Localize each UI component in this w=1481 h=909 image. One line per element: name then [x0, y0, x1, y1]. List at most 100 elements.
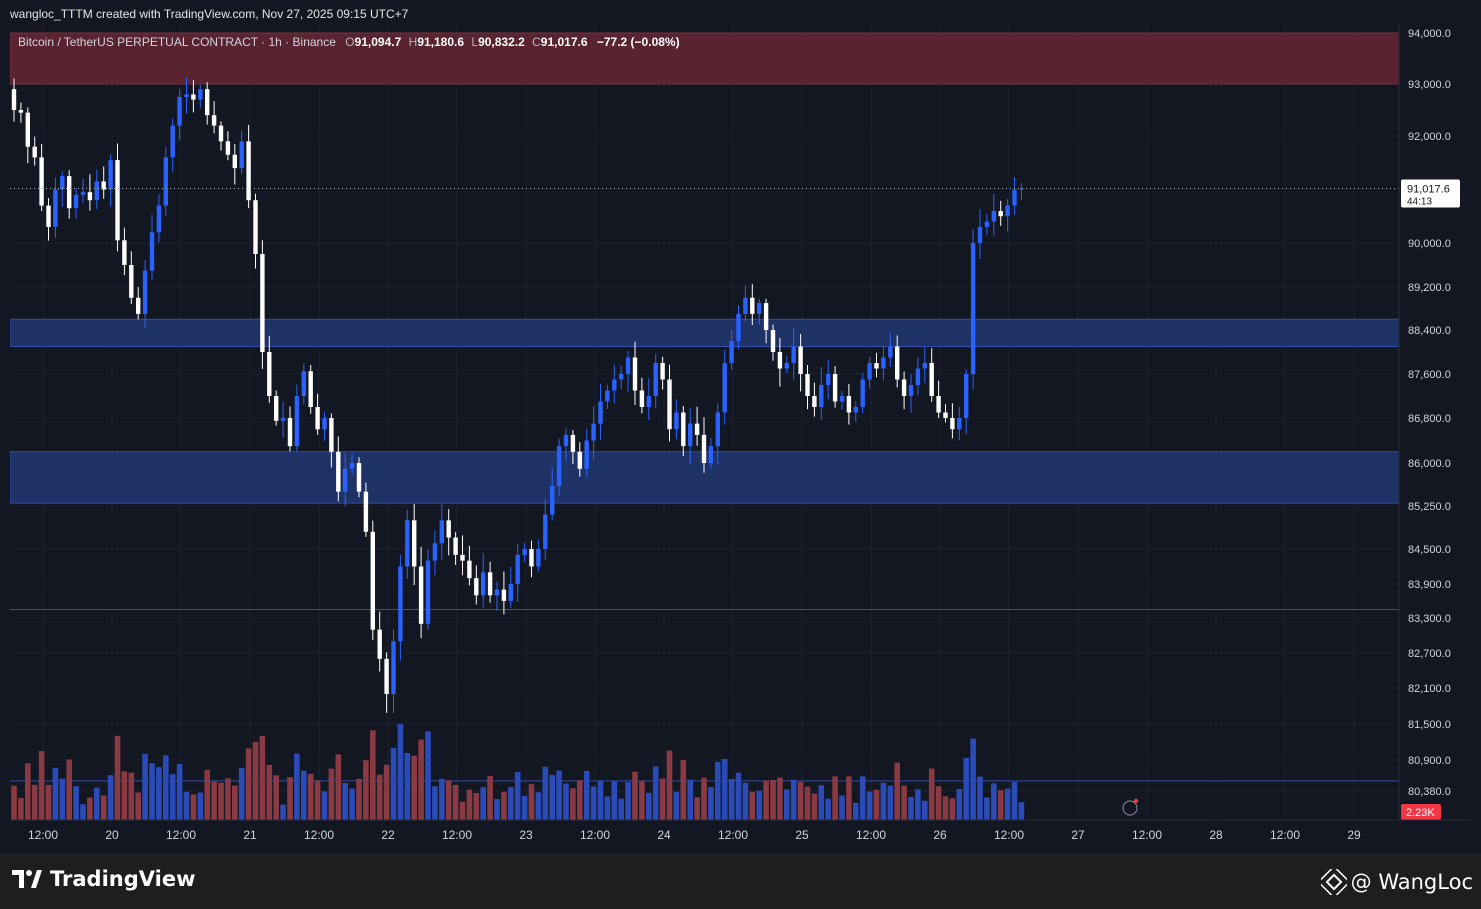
candle-body: [80, 192, 86, 195]
candle-body: [950, 418, 955, 430]
candle-body: [536, 549, 541, 567]
candle-body: [322, 418, 327, 430]
candle-body: [287, 418, 293, 447]
volume-bar: [563, 783, 569, 820]
volume-bar: [59, 778, 66, 820]
volume-bar: [901, 785, 907, 820]
candle-body: [701, 434, 707, 463]
candle-body: [763, 303, 769, 330]
volume-bar: [349, 788, 355, 820]
volume-bar: [942, 796, 949, 820]
volume-bar: [597, 780, 604, 820]
candle-body: [425, 560, 431, 624]
legend-high: 91,180.6: [417, 35, 465, 49]
legend-open: 91,094.7: [354, 35, 402, 49]
lightning-icon: [1122, 800, 1138, 816]
candle-body: [619, 374, 624, 380]
volume-bar: [52, 767, 59, 820]
volume-bar: [1018, 802, 1025, 820]
candle-body: [218, 125, 224, 142]
tradingview-logo-icon: [12, 870, 42, 888]
volume-bar: [853, 802, 859, 820]
volume-bar: [307, 773, 314, 820]
volume-bar: [549, 774, 555, 820]
price-tick-label: 94,000.0: [1408, 28, 1451, 40]
candle-body: [577, 451, 582, 469]
volume-bar: [66, 759, 72, 820]
volume-bar: [418, 739, 424, 820]
volume-bar: [404, 752, 411, 820]
volume-bar: [963, 757, 969, 820]
volume-bar: [25, 763, 31, 820]
candle-body: [94, 181, 99, 201]
volume-bar: [818, 785, 825, 820]
price-tick-label: 86,800.0: [1408, 413, 1451, 425]
candle-body: [446, 520, 451, 538]
candle-body: [674, 412, 679, 430]
candle-body: [688, 423, 693, 447]
price-tick-label: 80,380.0: [1408, 786, 1451, 798]
candle-body: [39, 157, 44, 206]
volume-bar: [376, 774, 383, 820]
candle-body: [177, 97, 182, 126]
candle-body: [826, 374, 831, 385]
candle-body: [529, 549, 534, 567]
candle-body: [964, 374, 969, 418]
candle-body: [881, 357, 886, 369]
volume-bar: [977, 776, 983, 820]
volume-bar: [590, 786, 597, 820]
price-tick-label: 80,900.0: [1408, 755, 1451, 767]
volume-bar: [570, 788, 576, 820]
volume-bar: [846, 776, 852, 820]
volume-bar: [611, 781, 618, 820]
volume-bar: [625, 782, 631, 820]
candle-body: [729, 341, 734, 363]
volume-bar: [445, 780, 452, 820]
price-tick-label: 85,250.0: [1408, 501, 1451, 513]
price-chart[interactable]: 94,000.0 93,000.0 92,000.0 90,000.0 89,200.0…: [10, 25, 1471, 850]
candle-body: [798, 346, 803, 374]
tradingview-logo[interactable]: TradingView: [12, 867, 195, 891]
candle-body: [356, 463, 362, 492]
volume-bar: [287, 777, 293, 820]
candle-body: [418, 566, 424, 624]
candle-body: [260, 254, 265, 352]
volume-bar: [887, 785, 894, 820]
volume-bar: [832, 776, 838, 820]
time-tick-label: 12:00: [442, 828, 472, 842]
volume-bar: [390, 747, 397, 820]
volume-bar: [363, 760, 369, 820]
volume-bar: [997, 790, 1004, 820]
candle-body: [970, 243, 976, 374]
volume-bar: [452, 784, 459, 820]
support-zone: [10, 318, 1400, 347]
chart-svg[interactable]: 94,000.0 93,000.0 92,000.0 90,000.0 89,200.0…: [10, 25, 1471, 850]
candle-body: [136, 297, 141, 314]
candle-body: [784, 363, 789, 369]
candle-body: [191, 94, 196, 100]
candle-body: [984, 221, 990, 227]
candle-body: [391, 641, 396, 694]
candle-body: [474, 578, 479, 596]
candle-body: [681, 412, 686, 447]
volume-bar: [163, 755, 169, 820]
candle-body: [895, 346, 900, 380]
volume-bar: [839, 795, 845, 820]
volume-bar: [784, 789, 790, 820]
legend-low-label: L: [471, 35, 479, 49]
price-tick-label: 82,700.0: [1408, 648, 1451, 660]
candle-body: [750, 297, 755, 314]
time-tick-label: 12:00: [304, 828, 334, 842]
price-tick-label: 93,000.0: [1408, 79, 1451, 91]
alert-dot-icon: [1133, 798, 1139, 804]
volume-bar: [632, 771, 638, 820]
candle-body: [267, 352, 272, 396]
candle-body: [522, 549, 527, 555]
candle-body: [1005, 205, 1010, 217]
volume-bar: [87, 797, 93, 820]
candle-body: [232, 154, 237, 169]
candle-body: [832, 374, 838, 402]
volume-bar: [694, 797, 700, 820]
volume-bar: [190, 794, 197, 820]
candle-body: [439, 520, 444, 544]
